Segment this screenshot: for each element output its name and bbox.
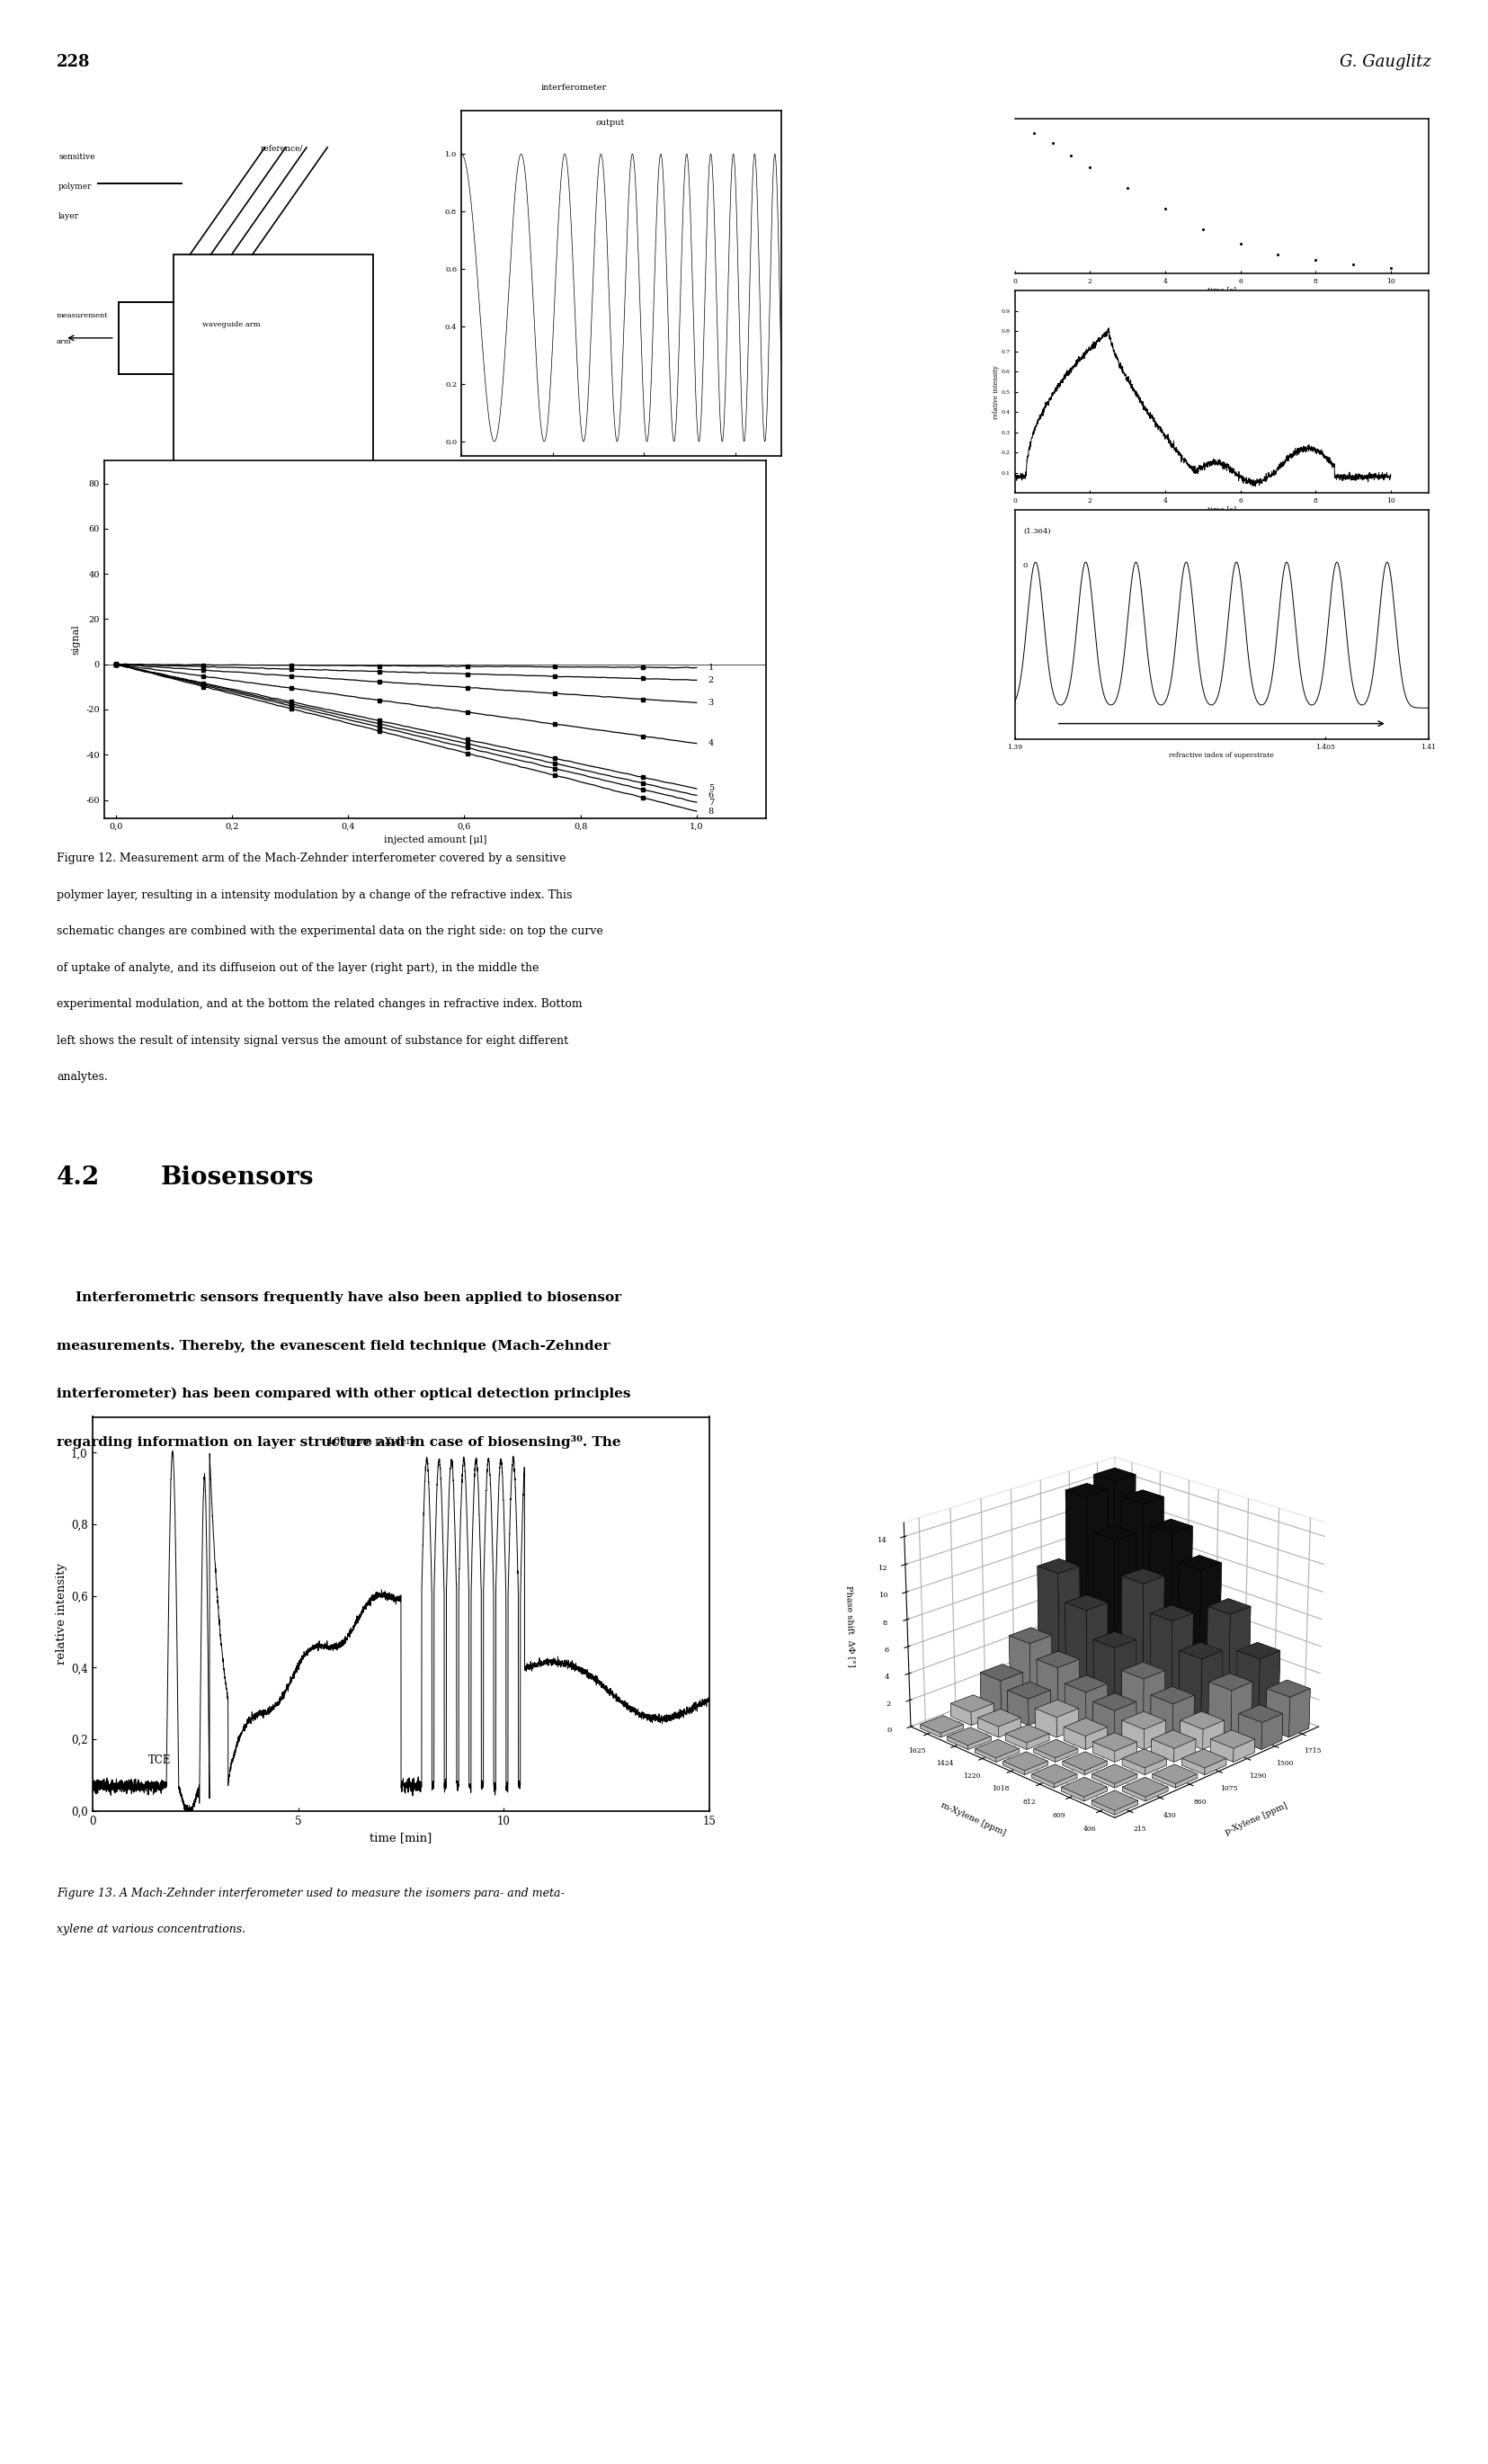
Text: 4 = Trichloro ethene: 4 = Trichloro ethene [461,554,548,562]
Text: 5 = Tetrachloro ethene: 5 = Tetrachloro ethene [461,582,558,589]
X-axis label: refractive index of substrate: refractive index of substrate [562,471,680,478]
Text: 1: 1 [708,663,714,673]
Text: 6: 6 [708,791,714,798]
Point [1059,136,1083,175]
Text: Biosensors: Biosensors [161,1165,314,1190]
X-axis label: time [min]: time [min] [371,1833,432,1843]
Text: xylene at various concentrations.: xylene at various concentrations. [57,1924,246,1937]
Bar [173,254,373,463]
Text: experimental modulation, and at the bottom the related changes in refractive ind: experimental modulation, and at the bott… [57,998,582,1010]
Point [1116,168,1140,207]
Text: (1.364): (1.364) [1024,527,1051,535]
Text: 228: 228 [57,54,91,71]
Text: analytes.: analytes. [57,1072,107,1084]
Text: 2: 2 [708,675,714,685]
Text: 0: 0 [1024,562,1028,569]
Text: 1 = Dichloro methane: 1 = Dichloro methane [461,468,552,476]
Text: interferometer: interferometer [542,84,607,91]
Text: 8 = Ethanol: 8 = Ethanol [461,668,510,675]
Y-axis label: signal: signal [71,623,80,655]
Text: reference/: reference/ [260,143,304,153]
Point [1379,249,1403,288]
Text: of uptake of analyte, and its diffuseion out of the layer (right part), in the m: of uptake of analyte, and its diffuseion… [57,961,539,973]
X-axis label: p-Xylene [ppm]: p-Xylene [ppm] [1225,1801,1289,1836]
Text: 4: 4 [708,739,714,747]
Point [1040,123,1064,163]
Text: Figure 13. A Mach-Zehnder interferometer used to measure the isomers para- and m: Figure 13. A Mach-Zehnder interferometer… [57,1887,564,1900]
Point [1190,209,1214,249]
Text: polymer: polymer [58,182,92,190]
Text: left shows the result of intensity signal versus the amount of substance for eig: left shows the result of intensity signa… [57,1035,568,1047]
Y-axis label: relative intensity: relative intensity [992,365,1000,419]
X-axis label: injected amount [μl]: injected amount [μl] [384,835,487,845]
Text: 7: 7 [708,798,714,806]
Point [1022,113,1046,153]
Text: 100 ppm p-Xylene: 100 ppm p-Xylene [327,1437,418,1446]
Text: 3: 3 [708,700,714,707]
Text: 5: 5 [708,784,714,793]
Y-axis label: m-Xylene [ppm]: m-Xylene [ppm] [939,1801,1007,1836]
Point [1079,148,1103,187]
Text: 6 = Toluene: 6 = Toluene [461,611,510,618]
Text: Interferometric sensors frequently have also been applied to biosensor: Interferometric sensors frequently have … [57,1291,622,1303]
Point [1303,241,1327,281]
Text: 7 = meta-Xylene: 7 = meta-Xylene [461,638,530,646]
Point [1341,244,1364,283]
Text: regarding information on layer structure and in case of biosensing³⁰. The: regarding information on layer structure… [57,1434,620,1449]
Text: sensitive: sensitive [58,153,95,160]
Text: substrate/: substrate/ [223,480,262,488]
Text: 3 = Tetrachloro methane: 3 = Tetrachloro methane [461,525,565,532]
X-axis label: time [s]: time [s] [1207,286,1237,293]
Text: 2 = Trichloro methane: 2 = Trichloro methane [461,498,555,505]
Text: layer: layer [58,212,79,222]
Text: G. Gauglitz: G. Gauglitz [1341,54,1431,71]
Text: output: output [595,118,625,126]
Text: 8: 8 [708,808,714,816]
Text: waveguide arm: waveguide arm [202,320,260,328]
Text: TCE: TCE [147,1754,171,1767]
Y-axis label: relative intensity: relative intensity [55,1562,67,1666]
Text: measurements. Thereby, the evanescent field technique (Mach-Zehnder: measurements. Thereby, the evanescent fi… [57,1340,610,1353]
Text: schematic changes are combined with the experimental data on the right side: on : schematic changes are combined with the … [57,926,603,936]
Point [1153,190,1177,229]
Text: Figure 12. Measurement arm of the Mach-Zehnder interferometer covered by a sensi: Figure 12. Measurement arm of the Mach-Z… [57,853,565,865]
Text: interferometer) has been compared with other optical detection principles: interferometer) has been compared with o… [57,1387,631,1400]
Text: 4.2: 4.2 [57,1165,100,1190]
Text: measurement: measurement [57,313,109,318]
Text: polymer layer, resulting in a intensity modulation by a change of the refractive: polymer layer, resulting in a intensity … [57,890,571,902]
Point [1266,234,1290,274]
Point [1229,224,1253,264]
Text: arm: arm [57,338,71,345]
X-axis label: refractive index of superstrate: refractive index of superstrate [1170,752,1274,759]
X-axis label: time [s]: time [s] [1207,505,1237,513]
